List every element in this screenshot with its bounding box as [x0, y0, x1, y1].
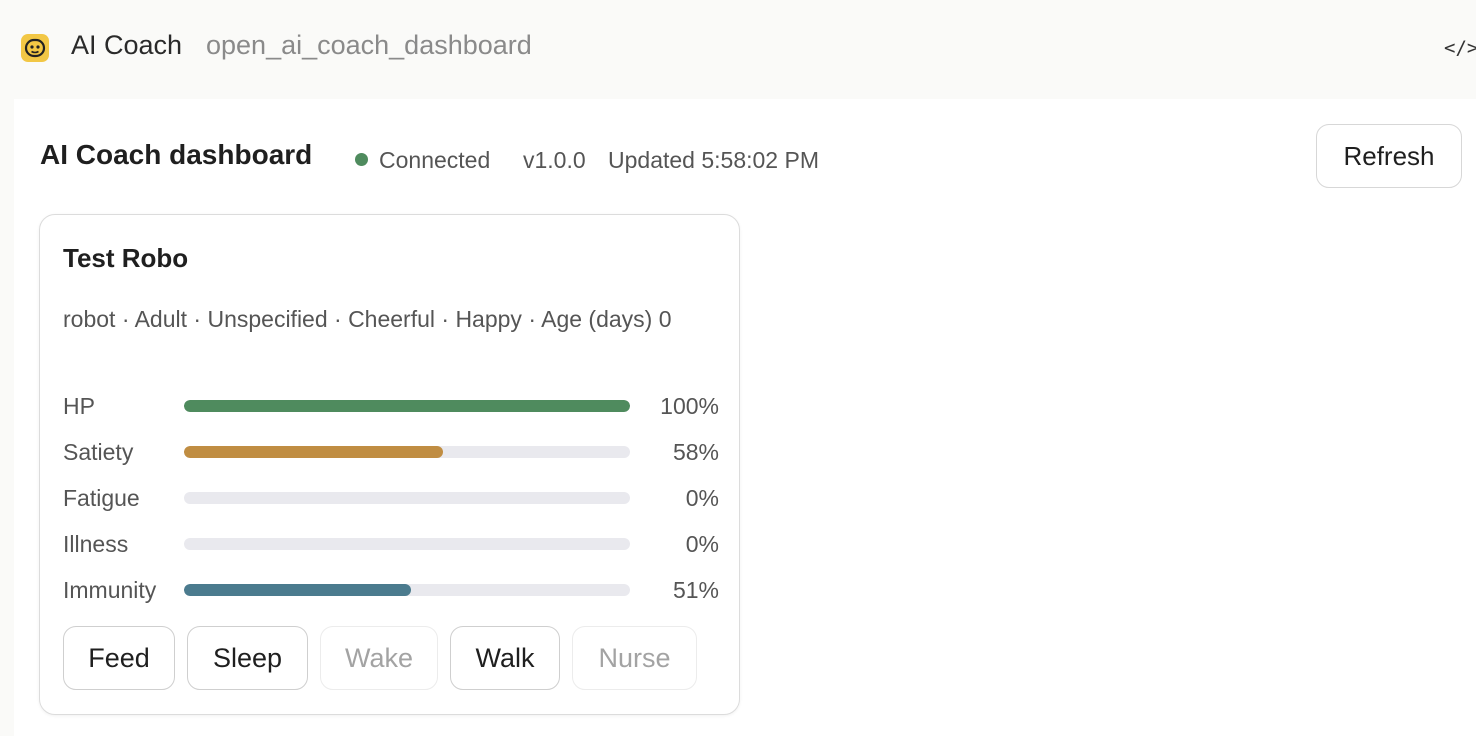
- stat-label: Immunity: [63, 577, 157, 603]
- pet-meta: robot · Adult · Unspecified · Cheerful ·…: [63, 306, 672, 332]
- stat-bar: [184, 400, 630, 412]
- app-subtitle: open_ai_coach_dashboard: [206, 30, 532, 60]
- stat-value: 58%: [672, 439, 719, 465]
- stat-row-hp: HP 100%: [63, 391, 719, 421]
- app-header: AI Coach open_ai_coach_dashboard </>: [0, 0, 1476, 96]
- stat-value: 0%: [685, 485, 719, 511]
- code-view-toggle-icon[interactable]: </>: [1444, 37, 1476, 59]
- connection-status: Connected: [379, 147, 491, 173]
- stat-value: 100%: [660, 393, 719, 419]
- stat-bar-fill: [184, 584, 412, 596]
- stat-label: Fatigue: [63, 485, 140, 511]
- stat-label: Satiety: [63, 439, 134, 465]
- robot-face-icon: [21, 34, 49, 62]
- dashboard-panel: AI Coach dashboard Connected v1.0.0 Upda…: [14, 99, 1476, 736]
- wake-button[interactable]: Wake: [320, 626, 438, 690]
- nurse-button[interactable]: Nurse: [572, 626, 697, 690]
- feed-button[interactable]: Feed: [63, 626, 175, 690]
- stat-label: HP: [63, 393, 95, 419]
- stat-bar: [184, 584, 630, 596]
- stat-row-fatigue: Fatigue 0%: [63, 483, 719, 513]
- refresh-button[interactable]: Refresh: [1316, 124, 1462, 188]
- stat-bar-fill: [184, 446, 443, 458]
- connection-status-dot-icon: [355, 153, 368, 166]
- stat-bar: [184, 492, 630, 504]
- version-label: v1.0.0: [523, 147, 586, 173]
- pet-card: Test Robo robot · Adult · Unspecified · …: [39, 214, 740, 715]
- stat-value: 51%: [672, 577, 719, 603]
- sleep-button[interactable]: Sleep: [187, 626, 308, 690]
- stat-row-satiety: Satiety 58%: [63, 437, 719, 467]
- stat-label: Illness: [63, 531, 129, 557]
- stat-row-illness: Illness 0%: [63, 529, 719, 559]
- updated-timestamp: Updated 5:58:02 PM: [608, 147, 819, 173]
- stat-bar-fill: [184, 400, 630, 412]
- stat-value: 0%: [685, 531, 719, 557]
- walk-button[interactable]: Walk: [450, 626, 560, 690]
- dashboard-title: AI Coach dashboard: [40, 139, 313, 170]
- pet-name: Test Robo: [63, 243, 189, 273]
- stat-bar: [184, 446, 630, 458]
- app-title: AI Coach: [71, 30, 183, 60]
- stat-row-immunity: Immunity 51%: [63, 575, 719, 605]
- stat-bar: [184, 538, 630, 550]
